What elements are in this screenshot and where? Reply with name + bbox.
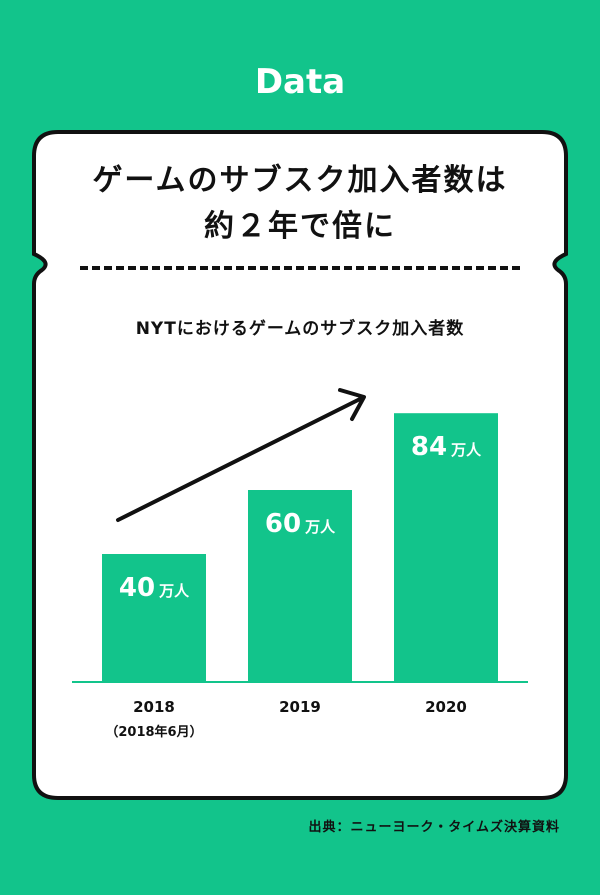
bar-value-unit: 万人 [304,518,336,536]
bar-2019 [248,490,352,682]
bar-value-number: 40 [119,573,155,603]
headline-line-1: ゲームのサブスク加入者数は [92,163,508,198]
trend-arrow-line [116,396,364,522]
chart-title: NYTにおけるゲームのサブスク加入者数 [135,319,465,339]
headline: ゲームのサブスク加入者数は 約２年で倍に [40,158,560,250]
source-credit: 出典：ニューヨーク・タイムズ決算資料 [308,820,560,835]
trend-arrow-head [338,388,366,421]
header-title: Data [254,62,346,102]
bar-value-label-2018: 40 万人 [119,573,190,603]
headline-line-2: 約２年で倍に [204,209,396,244]
bar-value-label-2020: 84 万人 [411,432,482,462]
bar-2018 [102,554,206,682]
x-tick-label-2018: 2018 [133,698,175,716]
bar-value-unit: 万人 [450,441,482,459]
bar-value-number: 84 [411,432,447,462]
bar-value-label-2019: 60 万人 [265,509,336,539]
bar-2020 [394,413,498,682]
x-tick-label-2020: 2020 [425,698,467,716]
bar-value-number: 60 [265,509,301,539]
x-tick-note-2018: （2018年6月） [105,724,202,740]
bar-value-unit: 万人 [158,582,190,600]
x-tick-label-2019: 2019 [279,698,321,716]
dashed-divider [80,266,520,270]
